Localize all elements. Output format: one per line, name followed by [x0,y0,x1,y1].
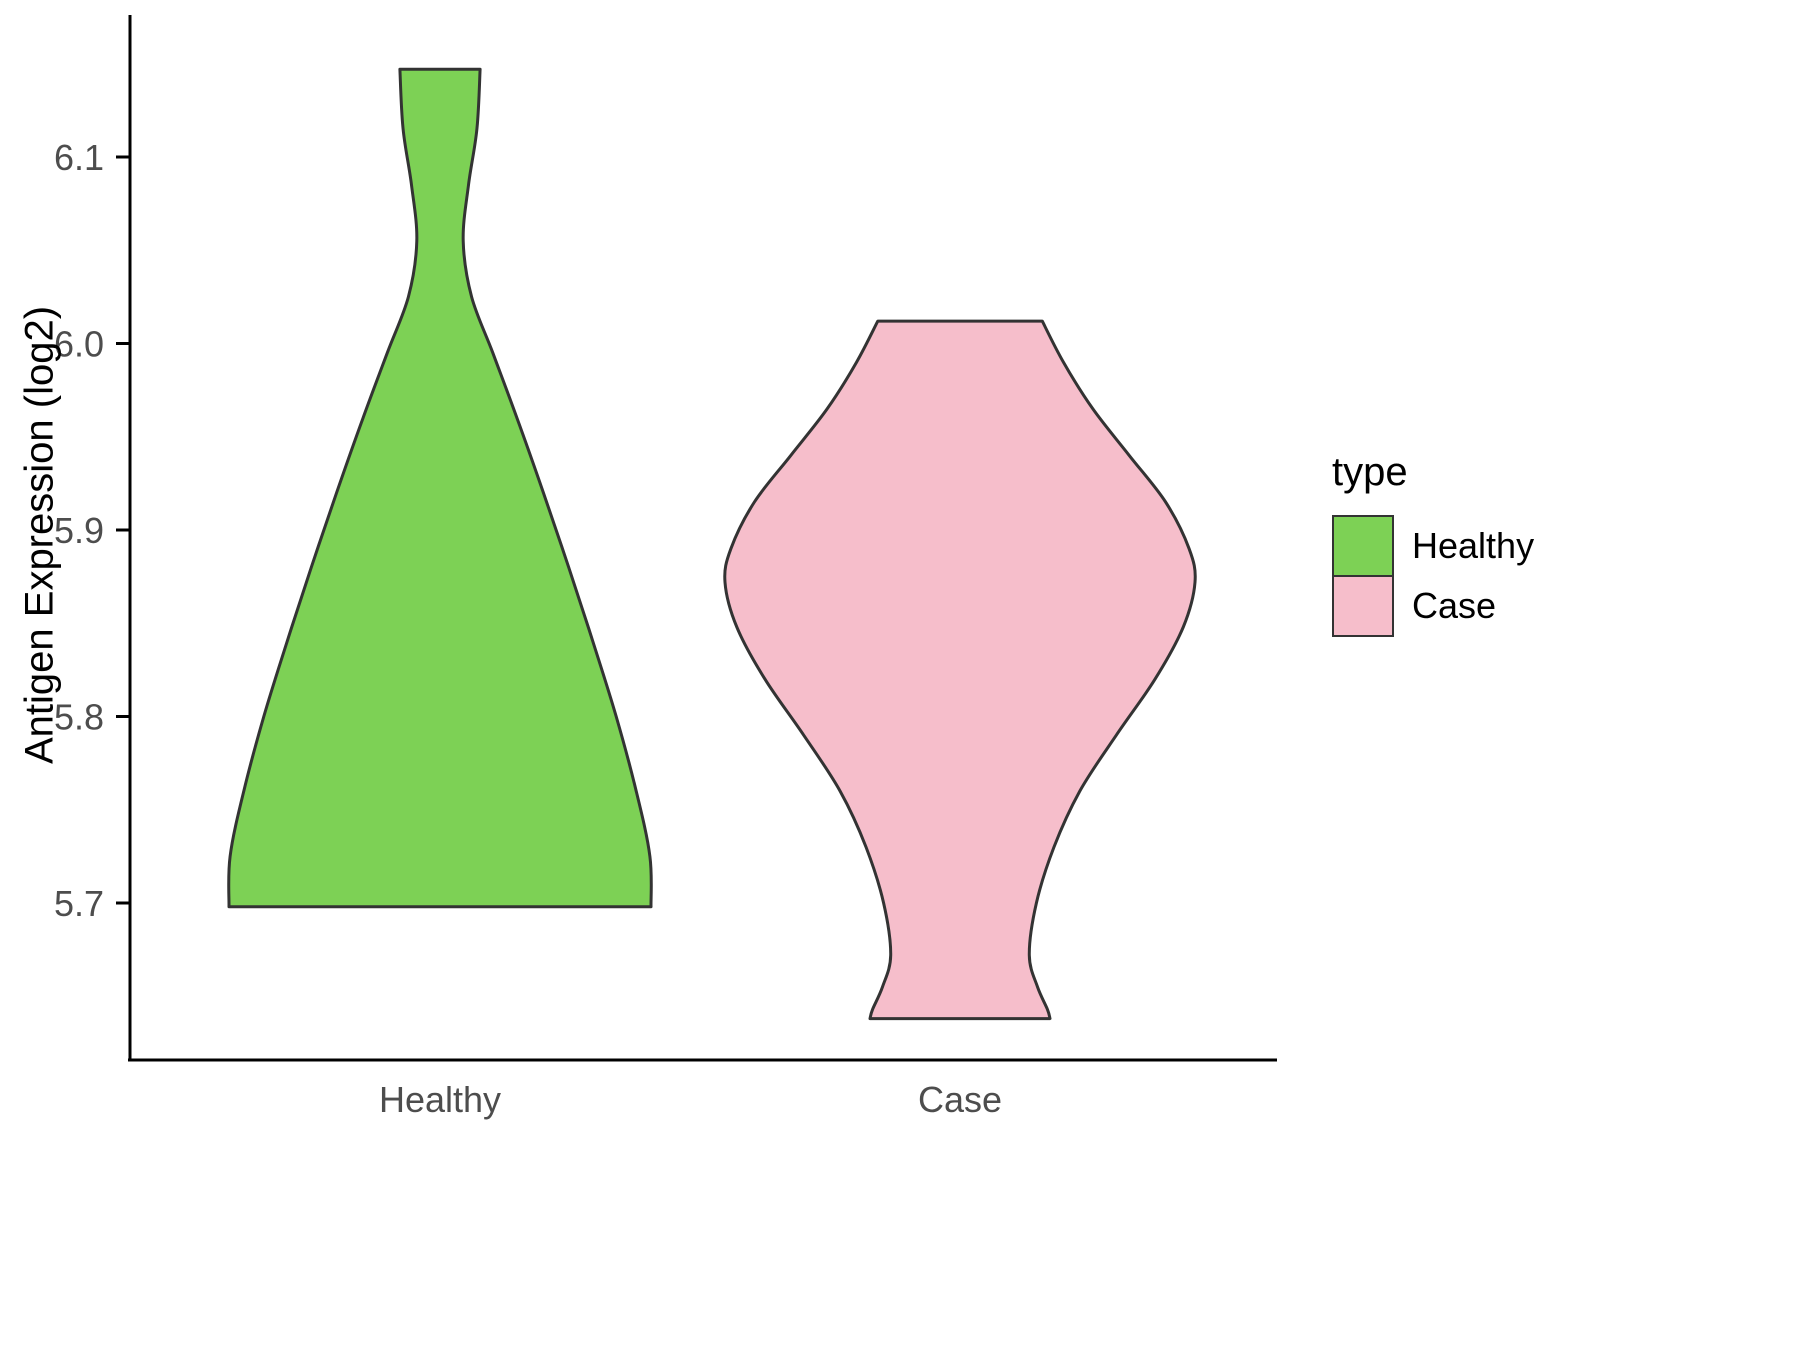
y-tick-label: 5.8 [54,697,104,738]
x-axis-label-healthy: Healthy [379,1079,501,1120]
y-axis-title: Antigen Expression (log2) [17,305,62,765]
legend-key-case [1332,575,1394,637]
legend-title: type [1332,450,1408,494]
y-tick-label: 5.9 [54,510,104,551]
violin-case [723,319,1197,1021]
y-tick-label: 6.0 [54,324,104,365]
legend-label-healthy: Healthy [1412,525,1535,566]
y-tick-label: 6.1 [54,137,104,178]
legend-key-healthy [1332,515,1394,577]
legend: type Healthy Case [1332,450,1534,637]
legend-item-healthy: Healthy [1332,515,1534,577]
y-tick-label: 5.7 [54,883,104,924]
legend-label-case: Case [1412,585,1497,626]
violin-healthy [227,67,653,909]
legend-item-case: Case [1332,575,1534,637]
x-axis-label-case: Case [918,1079,1002,1120]
